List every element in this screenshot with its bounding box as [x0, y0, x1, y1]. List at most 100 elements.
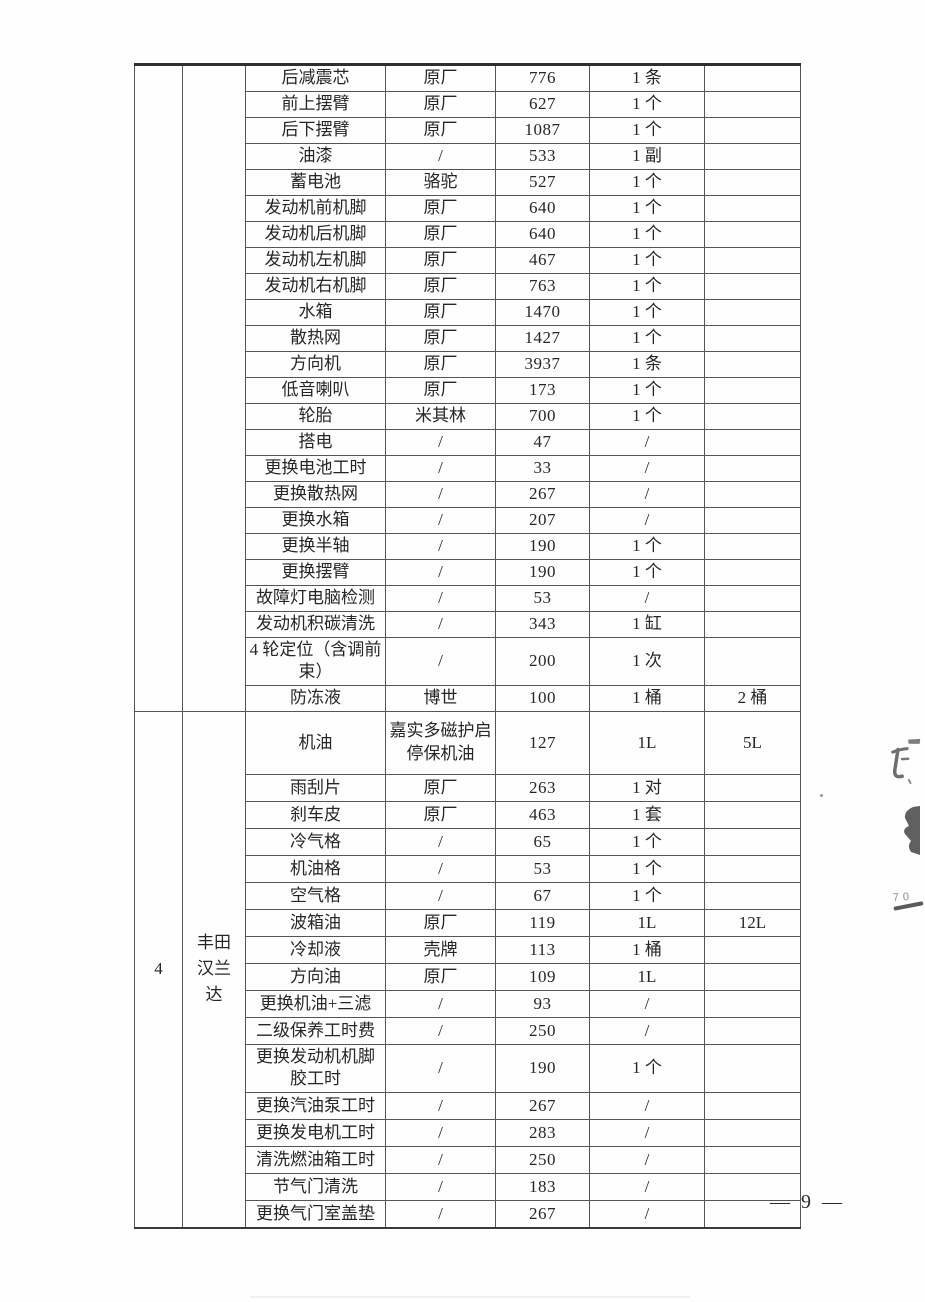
extra-quantity-cell [704, 637, 801, 686]
price-cell: 65 [495, 827, 590, 856]
extra-quantity-cell [704, 854, 801, 883]
quantity-cell: / [589, 1172, 705, 1201]
table-row: 低音喇叭 原厂 173 1 个 [135, 377, 801, 404]
quantity-cell: 1 桶 [589, 935, 705, 964]
price-cell: 763 [495, 273, 590, 300]
quantity-cell: 1 个 [589, 325, 705, 352]
quantity-cell: 1 个 [589, 299, 705, 326]
brand-cell: 原厂 [385, 962, 496, 991]
price-cell: 250 [495, 1016, 590, 1045]
price-cell: 640 [495, 195, 590, 222]
quantity-cell: 1 条 [589, 64, 705, 92]
part-name-cell: 发动机右机脚 [245, 273, 386, 300]
quantity-cell: 1 个 [589, 827, 705, 856]
extra-quantity-cell [704, 403, 801, 430]
extra-quantity-cell [704, 429, 801, 456]
table-row: 发动机积碳清洗/343 1 缸 [135, 611, 801, 638]
part-name-cell: 空气格 [245, 881, 386, 910]
part-name-cell: 更换摆臂 [245, 559, 386, 586]
part-name-cell: 发动机左机脚 [245, 247, 386, 274]
table-row: 更换机油+三滤/93/ [135, 989, 801, 1018]
extra-quantity-cell [704, 481, 801, 508]
table-row: 更换电池工时/33/ [135, 455, 801, 482]
part-name-cell: 刹车皮 [245, 800, 386, 829]
extra-quantity-cell [704, 881, 801, 910]
quantity-cell: 1L [589, 962, 705, 991]
brand-cell: 原厂 [385, 800, 496, 829]
quantity-cell: 1 副 [589, 143, 705, 170]
quantity-cell: / [589, 1091, 705, 1120]
quantity-cell: / [589, 585, 705, 612]
table-row: 更换摆臂/190 1 个 [135, 559, 801, 586]
price-cell: 467 [495, 247, 590, 274]
part-name-cell: 方向油 [245, 962, 386, 991]
brand-cell: / [385, 1118, 496, 1147]
table-row: 搭电/47/ [135, 429, 801, 456]
brand-cell: / [385, 143, 496, 170]
extra-quantity-cell [704, 351, 801, 378]
table-row: 后减震芯 原厂 776 1 条 [134, 64, 801, 712]
price-cell: 250 [495, 1145, 590, 1174]
brand-cell: / [385, 559, 496, 586]
extra-quantity-cell [704, 989, 801, 1018]
price-cell: 267 [495, 481, 590, 508]
extra-quantity-cell [704, 827, 801, 856]
part-name-cell: 发动机前机脚 [245, 195, 386, 222]
extra-quantity-cell [704, 1016, 801, 1045]
extra-quantity-cell [704, 64, 801, 92]
extra-quantity-cell [704, 169, 801, 196]
part-name-cell: 更换发动机机脚胶工时 [245, 1043, 386, 1093]
part-name-cell: 后下摆臂 [245, 117, 386, 144]
price-cell: 93 [495, 989, 590, 1018]
brand-cell: 原厂 [385, 195, 496, 222]
part-name-cell: 节气门清洗 [245, 1172, 386, 1201]
quantity-cell: 1 个 [589, 881, 705, 910]
price-cell: 183 [495, 1172, 590, 1201]
price-cell: 127 [495, 710, 590, 775]
table-row: 油漆/533 1 副 [135, 143, 801, 170]
table-row: 4 丰田汉兰达 机油 嘉实多磁护启停保机油 127 1L 5L [134, 710, 801, 1229]
table-row: 波箱油 原厂 119 1L 12L [135, 908, 801, 937]
brand-cell: 骆驼 [385, 169, 496, 196]
quantity-cell: / [589, 989, 705, 1018]
part-name-cell: 散热网 [245, 325, 386, 352]
table-row: 雨刮片 原厂 263 1 对 [135, 773, 801, 802]
page-number: — 9 — [770, 1191, 845, 1213]
part-name-cell: 更换水箱 [245, 507, 386, 534]
price-cell: 173 [495, 377, 590, 404]
quantity-cell: / [589, 1118, 705, 1147]
part-name-cell: 前上摆臂 [245, 91, 386, 118]
quantity-cell: 1 个 [589, 91, 705, 118]
scan-artifact-blob [904, 806, 920, 855]
brand-cell: / [385, 1199, 496, 1229]
brand-cell: / [385, 881, 496, 910]
brand-cell: / [385, 455, 496, 482]
brand-cell: / [385, 827, 496, 856]
quantity-cell: 1 个 [589, 854, 705, 883]
quantity-cell: 1 对 [589, 773, 705, 802]
scan-artifact-handwriting [891, 738, 921, 785]
extra-quantity-cell: 12L [704, 908, 801, 937]
price-cell: 283 [495, 1118, 590, 1147]
part-name-cell: 发动机后机脚 [245, 221, 386, 248]
price-cell: 190 [495, 533, 590, 560]
brand-cell: 原厂 [385, 908, 496, 937]
brand-cell: / [385, 989, 496, 1018]
quantity-cell: 1 个 [589, 195, 705, 222]
price-cell: 463 [495, 800, 590, 829]
brand-cell: 原厂 [385, 221, 496, 248]
table-row: 更换散热网/267/ [135, 481, 801, 508]
vehicle-name-cell: 丰田汉兰达 [182, 710, 246, 1229]
part-name-cell: 机油格 [245, 854, 386, 883]
extra-quantity-cell [704, 1199, 801, 1229]
table-row: 发动机前机脚 原厂 640 1 个 [135, 195, 801, 222]
extra-quantity-cell [704, 1091, 801, 1120]
quantity-cell: / [589, 1199, 705, 1229]
table-row: 机油格/53 1 个 [135, 854, 801, 883]
part-name-cell: 二级保养工时费 [245, 1016, 386, 1045]
scan-edge-streak [250, 1296, 690, 1298]
part-name-cell: 冷却液 [245, 935, 386, 964]
price-cell: 207 [495, 507, 590, 534]
brand-cell: 原厂 [385, 325, 496, 352]
price-cell: 1087 [495, 117, 590, 144]
